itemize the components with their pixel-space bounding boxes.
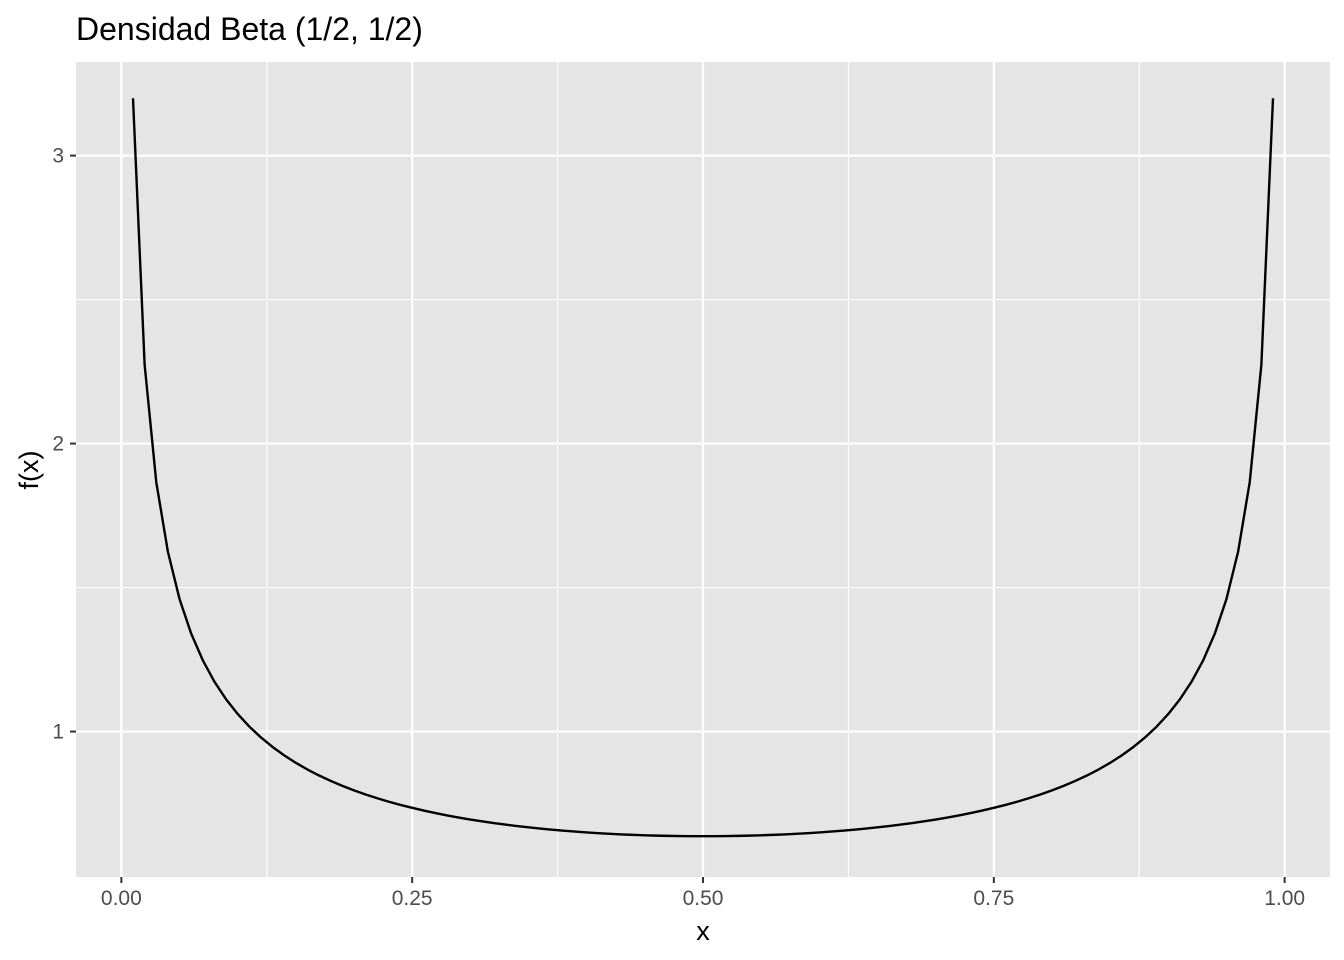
x-tick-label: 0.25 bbox=[392, 887, 433, 910]
y-tick-label: 2 bbox=[52, 433, 64, 456]
y-axis: 1 2 3 bbox=[52, 145, 76, 744]
y-axis-title: f(x) bbox=[14, 451, 44, 490]
series-layer bbox=[131, 98, 1275, 838]
x-axis: 0.00 0.25 0.50 0.75 1.00 bbox=[101, 877, 1305, 910]
y-tick-label: 1 bbox=[52, 721, 64, 744]
chart-title: Densidad Beta (1/2, 1/2) bbox=[76, 11, 423, 47]
major-gridlines bbox=[76, 62, 1330, 877]
density-line bbox=[131, 98, 1275, 838]
y-tick-label: 3 bbox=[52, 145, 64, 168]
x-axis-title: x bbox=[696, 916, 710, 946]
x-tick-label: 0.75 bbox=[973, 887, 1014, 910]
x-tick-label: 0.00 bbox=[101, 887, 142, 910]
x-tick-label: 0.50 bbox=[683, 887, 724, 910]
x-tick-label: 1.00 bbox=[1264, 887, 1305, 910]
